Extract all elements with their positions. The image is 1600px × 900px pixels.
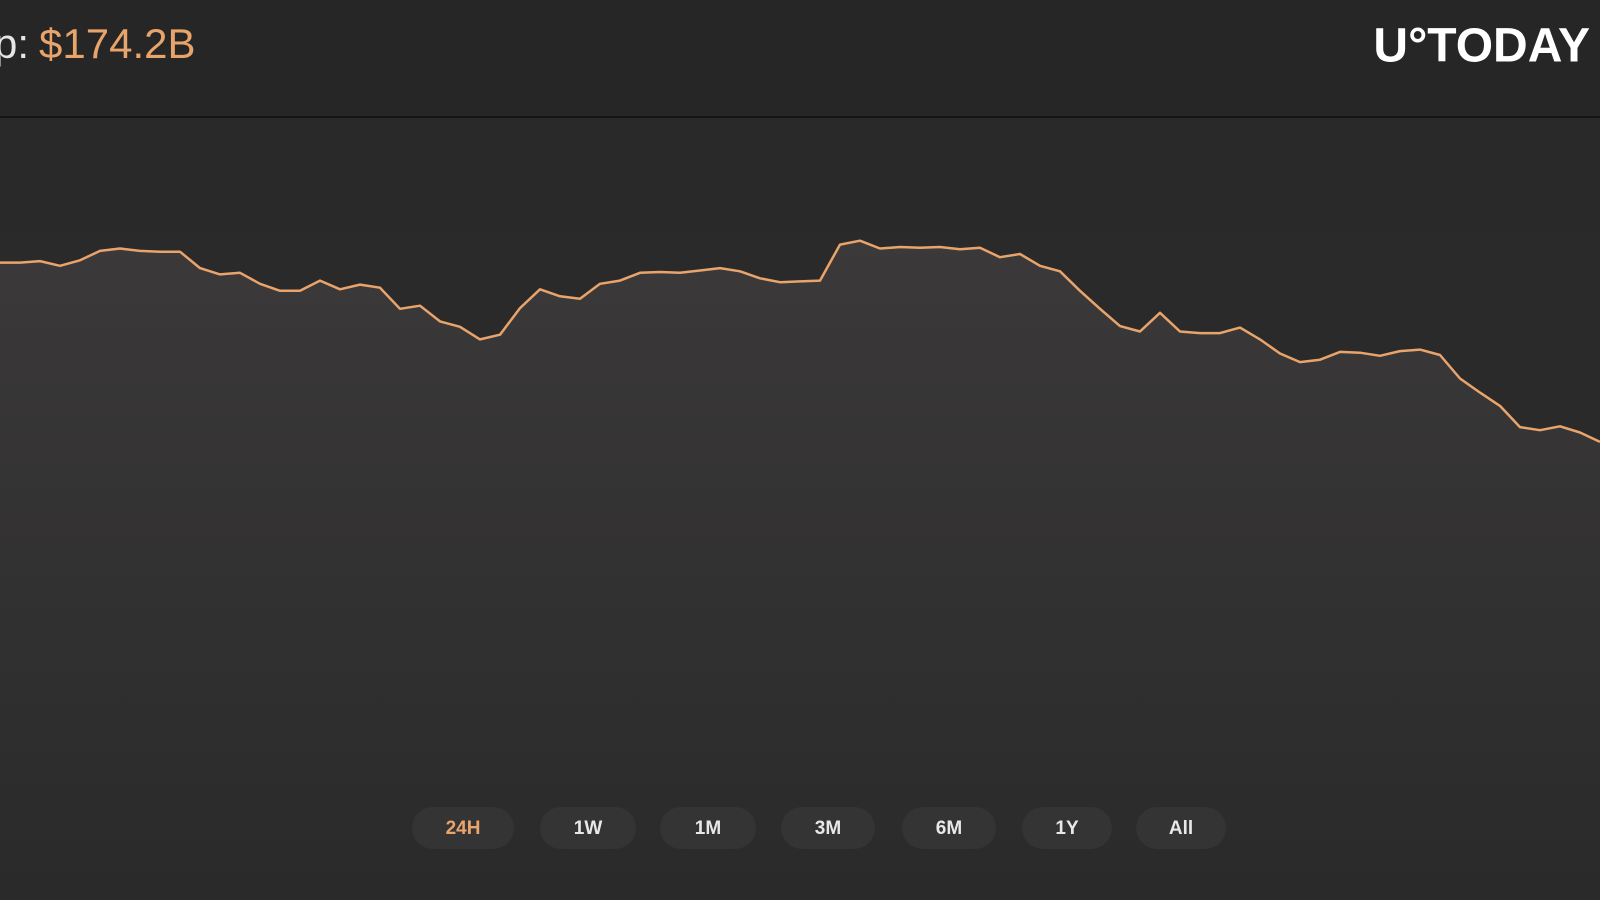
range-button[interactable]: 1W [540, 807, 636, 849]
range-button-label: 24H [446, 818, 481, 839]
area-fill [0, 240, 1600, 900]
range-button-label: 1Y [1055, 818, 1079, 839]
chart-title: p: $174.2B [0, 20, 196, 67]
range-button-label: 3M [815, 818, 841, 839]
logo: U°TODAY [1373, 20, 1590, 73]
price-line [0, 239, 1600, 444]
range-button[interactable]: 24H [412, 807, 514, 849]
title-prefix: p: [0, 20, 29, 67]
range-button-label: 1W [574, 818, 603, 839]
range-button-bg [1136, 807, 1226, 849]
range-button-bg [660, 807, 756, 849]
range-button-bg [781, 807, 875, 849]
range-button[interactable]: 6M [902, 807, 996, 849]
range-button[interactable]: 1M [660, 807, 756, 849]
range-button-bg [412, 807, 514, 849]
header-bg [0, 0, 1600, 117]
range-button-label: All [1169, 818, 1193, 839]
title-value: $174.2B [39, 20, 195, 67]
range-button-label: 6M [936, 818, 962, 839]
range-button[interactable]: 3M [781, 807, 875, 849]
range-button[interactable]: All [1136, 807, 1226, 849]
range-button-bg [540, 807, 636, 849]
range-button-bg [902, 807, 996, 849]
range-button[interactable]: 1Y [1022, 807, 1112, 849]
range-button-label: 1M [695, 818, 721, 839]
range-button-bg [1022, 807, 1112, 849]
